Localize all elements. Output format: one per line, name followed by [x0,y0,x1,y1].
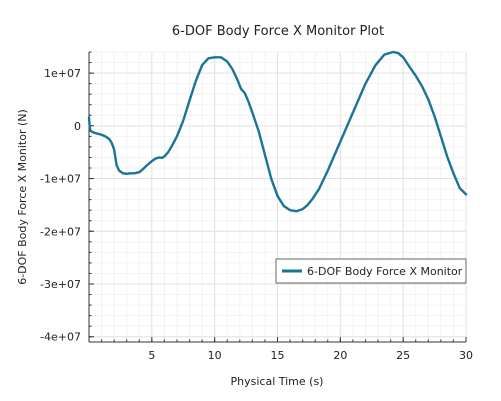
legend: 6-DOF Body Force X Monitor [275,258,467,284]
x-tick-label: 30 [459,349,473,362]
legend-entry-label: 6-DOF Body Force X Monitor [307,265,463,278]
y-tick-label: -3e+07 [40,278,81,291]
y-axis-label: 6-DOF Body Force X Monitor (N) [16,109,29,285]
legend-box [275,258,467,284]
x-tick-label: 20 [333,349,347,362]
x-axis-label: Physical Time (s) [231,375,324,388]
chart-title: 6-DOF Body Force X Monitor Plot [172,24,384,39]
x-tick-label: 25 [396,349,410,362]
major-gridlines [89,52,467,342]
y-tick-label: 1e+07 [44,67,81,80]
y-tick-label: -4e+07 [40,331,81,344]
series-line-body-force-x [87,50,468,213]
y-tick-label: -1e+07 [40,173,81,186]
y-tick-label: 0 [74,120,81,133]
x-tick-label: 10 [208,349,222,362]
x-axis-ticks: 5 10 15 20 25 30 [101,337,473,362]
y-axis-ticks: 1e+07 0 -1e+07 -2e+07 -3e+07 -4e+07 [40,51,94,344]
x-tick-label: 5 [148,349,155,362]
y-tick-label: -2e+07 [40,225,81,238]
x-tick-label: 15 [271,349,285,362]
